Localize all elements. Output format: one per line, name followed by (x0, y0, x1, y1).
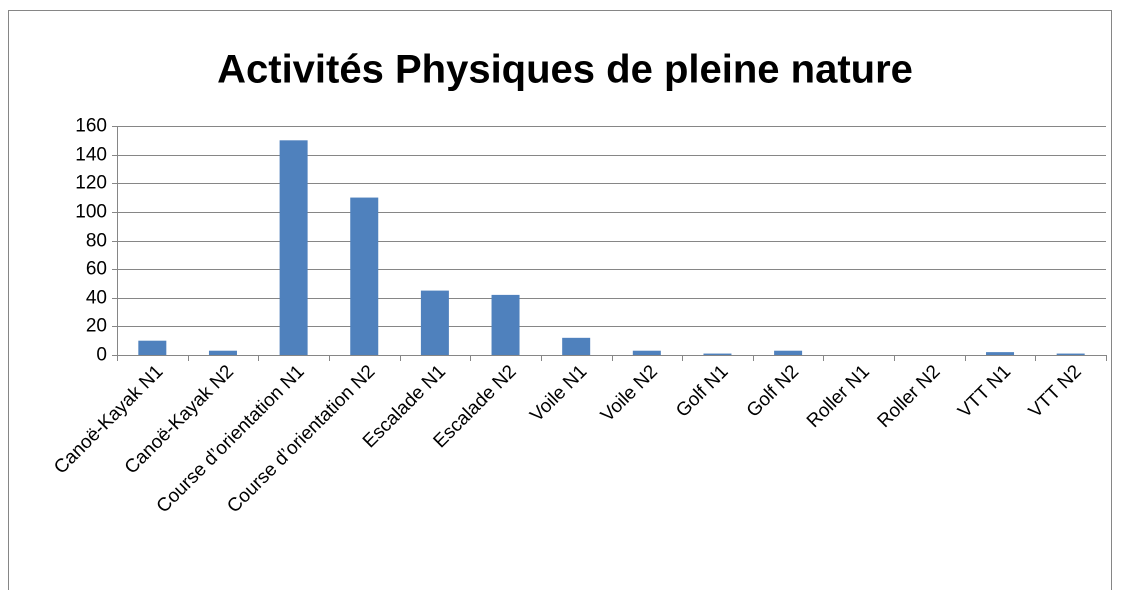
bar (703, 353, 732, 355)
y-tick-label: 60 (86, 259, 107, 280)
bar (420, 290, 449, 355)
bar (1056, 353, 1085, 355)
chart-frame (8, 10, 1112, 590)
chart-title: Activités Physiques de pleine nature (217, 48, 913, 92)
y-tick-label: 160 (75, 116, 107, 137)
y-tick-label: 40 (86, 288, 107, 309)
bar (632, 350, 661, 355)
bar (986, 352, 1015, 355)
bar (774, 350, 803, 355)
y-tick-label: 140 (75, 145, 107, 166)
bar (279, 140, 308, 355)
y-tick-label: 0 (96, 345, 107, 366)
y-tick-label: 20 (86, 316, 107, 337)
bar (350, 197, 379, 355)
bar (138, 340, 167, 355)
bar (562, 337, 591, 355)
y-tick-label: 100 (75, 202, 107, 223)
y-tick-label: 120 (75, 173, 107, 194)
bar (491, 294, 520, 355)
y-tick-label: 80 (86, 231, 107, 252)
bar (208, 350, 237, 355)
